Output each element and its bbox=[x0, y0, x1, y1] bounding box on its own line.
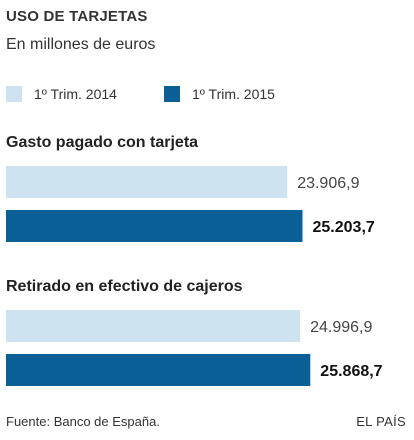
legend-item-2014: 1º Trim. 2014 bbox=[6, 84, 117, 104]
chart-title: USO DE TARJETAS bbox=[6, 8, 148, 25]
legend-item-2015: 1º Trim. 2015 bbox=[164, 84, 275, 104]
bar-retirado-2014 bbox=[6, 310, 301, 342]
value-label-gasto-2014: 23.906,9 bbox=[297, 175, 359, 192]
source-note: Fuente: Banco de España. bbox=[6, 414, 160, 429]
bar-gasto-2014 bbox=[6, 166, 288, 198]
legend-label-2015: 1º Trim. 2015 bbox=[192, 86, 275, 102]
group-label-retirado: Retirado en efectivo de cajeros bbox=[6, 278, 243, 295]
legend-swatch-2014 bbox=[6, 86, 22, 102]
bar-gasto-2015 bbox=[6, 210, 303, 242]
bar-retirado-2015 bbox=[6, 354, 311, 386]
legend-label-2014: 1º Trim. 2014 bbox=[34, 86, 117, 102]
brand-label: EL PAÍS bbox=[356, 414, 406, 429]
value-label-retirado-2015: 25.868,7 bbox=[320, 363, 382, 380]
value-label-gasto-2015: 25.203,7 bbox=[313, 219, 375, 236]
legend-swatch-2015 bbox=[164, 86, 180, 102]
chart-subtitle: En millones de euros bbox=[6, 36, 156, 53]
group-label-gasto: Gasto pagado con tarjeta bbox=[6, 134, 199, 151]
legend: 1º Trim. 2014 1º Trim. 2015 bbox=[6, 84, 406, 104]
value-label-retirado-2014: 24.996,9 bbox=[310, 319, 372, 336]
